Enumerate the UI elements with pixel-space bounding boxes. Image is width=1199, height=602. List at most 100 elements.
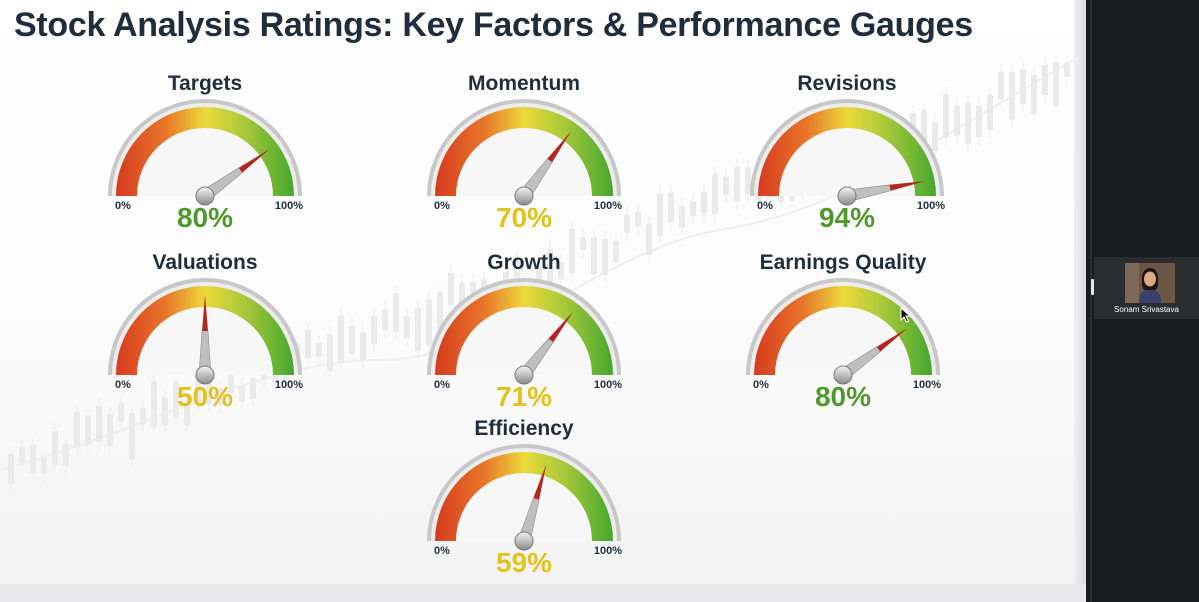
gauge-title: Earnings Quality: [759, 251, 927, 274]
gauge-min-label: 0%: [115, 379, 131, 391]
background-candle: [250, 378, 256, 399]
background-candlestick-chart: [0, 54, 1074, 492]
gauge-face: [775, 307, 911, 375]
background-candle: [954, 105, 960, 136]
gauge-hub: [514, 365, 534, 385]
background-candle: [1020, 69, 1026, 105]
background-candle: [316, 342, 322, 357]
gauge-face: [456, 307, 592, 375]
background-candle: [426, 299, 432, 345]
background-candle: [591, 237, 597, 275]
gauge-valuations: Valuations 0% 100% 50%: [105, 251, 305, 421]
gauge-min-label: 0%: [434, 379, 450, 391]
gauge-growth: Growth 0% 100% 71%: [424, 251, 624, 421]
gauge-value: 59%: [495, 547, 553, 578]
background-candle: [74, 411, 80, 448]
gauge-max-label: 100%: [912, 379, 941, 391]
gauge-title: Revisions: [797, 72, 897, 95]
background-candle: [8, 454, 14, 484]
background-candle: [404, 316, 410, 339]
background-candle: [613, 241, 619, 262]
background-candle: [657, 193, 663, 236]
background-candle: [305, 330, 311, 359]
gauge-dial: [427, 444, 621, 551]
gauge-face: [456, 128, 592, 196]
gauge-hub: [837, 186, 857, 206]
gauge-min-label: 0%: [115, 200, 131, 212]
gauge-dial: [427, 99, 621, 206]
background-candle: [96, 405, 102, 443]
background-candle: [558, 262, 564, 280]
background-candle: [987, 94, 993, 130]
background-candle: [998, 71, 1004, 100]
gauge-value: 71%: [495, 381, 553, 412]
gauge-needle-tip: [548, 311, 574, 343]
background-candle: [162, 397, 168, 425]
background-candle: [635, 211, 641, 227]
background-candle: [690, 201, 696, 216]
participant-name: Sonam Srivastava: [1114, 305, 1179, 314]
background-candle: [503, 272, 509, 285]
background-candle: [63, 443, 69, 467]
background-candle: [437, 291, 443, 331]
resize-handle[interactable]: [1091, 279, 1094, 295]
background-candle: [217, 388, 223, 407]
background-candle: [415, 308, 421, 351]
avatar: [1125, 263, 1175, 303]
gauge-dial: [108, 99, 302, 206]
background-candle: [965, 102, 971, 144]
gauge-min-label: 0%: [434, 545, 450, 557]
gauge-value: 70%: [495, 202, 553, 233]
background-candle: [1009, 72, 1015, 120]
slide-edge: [1074, 0, 1086, 584]
gauge-hub: [514, 186, 534, 206]
background-candle: [624, 214, 630, 233]
background-candle: [52, 431, 58, 465]
gauge-title: Efficiency: [474, 417, 574, 440]
gauge-value: 50%: [176, 381, 234, 412]
background-candle: [393, 293, 399, 332]
background-candle: [118, 403, 124, 422]
gauge-face: [456, 473, 592, 541]
gauge-max-label: 100%: [593, 545, 622, 557]
gauge-momentum: Momentum 0% 100% 70%: [424, 72, 624, 242]
background-candle: [239, 386, 245, 402]
gauge-title: Valuations: [152, 251, 258, 274]
background-candle: [646, 223, 652, 255]
gauge-hub: [833, 365, 853, 385]
gauge-value: 80%: [814, 381, 872, 412]
background-candle: [173, 380, 179, 418]
mouse-cursor-icon: [900, 307, 912, 323]
gauge-hub: [514, 531, 534, 551]
gauge-dial: [427, 278, 621, 385]
background-candle: [349, 326, 355, 354]
background-candle: [580, 237, 586, 251]
person-silhouette-icon: [1125, 263, 1175, 303]
background-candle: [668, 192, 674, 223]
gauge-face: [137, 128, 273, 196]
background-candle: [195, 375, 201, 404]
gauge-needle-tip: [202, 295, 208, 331]
gauge-max-label: 100%: [593, 200, 622, 212]
video-strip-divider[interactable]: [1090, 0, 1092, 602]
page-title: Stock Analysis Ratings: Key Factors & Pe…: [14, 6, 973, 44]
background-candle: [140, 408, 146, 425]
gauge-max-label: 100%: [274, 200, 303, 212]
background-candle: [107, 413, 113, 446]
gauge-title: Targets: [167, 72, 243, 95]
gauge-face: [779, 128, 915, 196]
background-candle: [1042, 65, 1048, 96]
background-candle: [228, 368, 234, 393]
background-candle: [723, 176, 729, 195]
presentation-slide: Stock Analysis Ratings: Key Factors & Pe…: [0, 0, 1074, 584]
participant-video-tile[interactable]: Sonam Srivastava: [1091, 257, 1199, 319]
background-candle: [514, 260, 520, 294]
gauge-targets: Targets 0% 100% 80%: [105, 72, 305, 242]
gauge-earnings-quality: Earnings Quality 0% 100% 80%: [743, 251, 943, 421]
background-candle: [327, 334, 333, 371]
background-candle: [338, 315, 344, 363]
background-candle: [602, 238, 608, 275]
slide-bottom-bar: [0, 584, 1086, 602]
background-candle: [1031, 74, 1037, 114]
gauge-value: 94%: [818, 202, 876, 233]
